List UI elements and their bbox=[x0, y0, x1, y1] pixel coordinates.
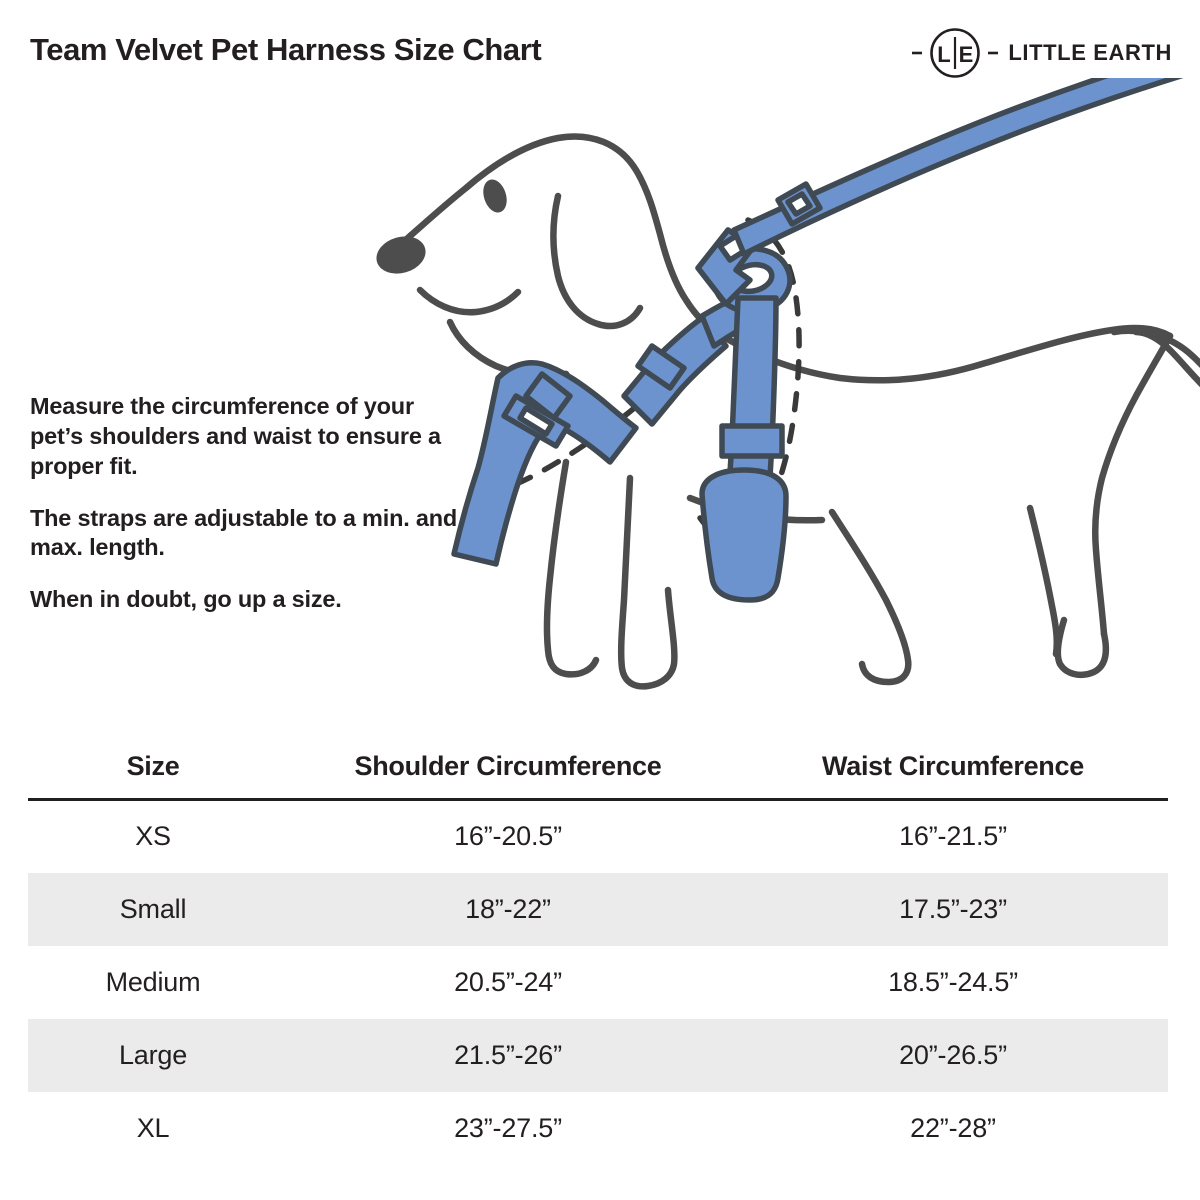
brand-logo: L E LITTLE EARTH bbox=[911, 26, 1172, 80]
cell-size: Large bbox=[118, 1039, 188, 1070]
harness-belly-pad bbox=[699, 467, 789, 603]
little-earth-monogram-icon: L E bbox=[912, 28, 999, 78]
instructions-block: Measure the circumference of your pet’s … bbox=[30, 392, 460, 615]
dog-muzzle-line bbox=[416, 286, 522, 316]
harness-waist-adjuster bbox=[719, 423, 785, 459]
instruction-line-3: When in doubt, go up a size. bbox=[30, 586, 342, 613]
harness-chest-buckle-slot bbox=[517, 405, 555, 437]
dog-tail-outline bbox=[1110, 327, 1200, 388]
cell-waist: 17.5”-23” bbox=[899, 893, 1007, 924]
leash-keeper-slot bbox=[785, 191, 813, 217]
dog-hind-leg-near bbox=[1054, 616, 1110, 678]
table-row: XS 16”-20.5” 16”-21.5” bbox=[28, 800, 1168, 873]
dog-hind-leg-back-line bbox=[1026, 504, 1061, 658]
brand-name: LITTLE EARTH bbox=[1008, 40, 1172, 65]
dog-nose-icon bbox=[376, 236, 426, 274]
dog-body-outline bbox=[400, 133, 1174, 384]
waist-measure-dashed-line bbox=[697, 217, 802, 539]
cell-size: Small bbox=[119, 893, 187, 924]
column-header-shoulder: Shoulder Circumference bbox=[354, 751, 662, 781]
table-row: XL 23”-27.5” 22”-28” bbox=[28, 1092, 1168, 1165]
cell-shoulder: 21.5”-26” bbox=[454, 1039, 562, 1070]
column-header-size: Size bbox=[126, 751, 180, 781]
logo-letter-e: E bbox=[959, 42, 974, 67]
dog-harness-illustration bbox=[330, 78, 1200, 708]
dog-ear-outline bbox=[550, 192, 644, 330]
column-header-waist: Waist Circumference bbox=[822, 751, 1084, 781]
cell-shoulder: 23”-27.5” bbox=[454, 1112, 562, 1143]
cell-size: Medium bbox=[105, 966, 201, 997]
cell-waist: 22”-28” bbox=[910, 1112, 996, 1143]
page-title: Team Velvet Pet Harness Size Chart bbox=[30, 32, 542, 67]
dog-hindquarters-outline bbox=[1092, 332, 1174, 638]
cell-shoulder: 18”-22” bbox=[465, 893, 551, 924]
cell-size: XL bbox=[136, 1112, 170, 1143]
table-header-row: Size Shoulder Circumference Waist Circum… bbox=[28, 745, 1168, 800]
leash-strap bbox=[731, 78, 1184, 257]
cell-waist: 20”-26.5” bbox=[899, 1039, 1007, 1070]
harness-shoulder-adjuster bbox=[635, 343, 687, 391]
dog-front-leg-near bbox=[617, 474, 678, 690]
cell-shoulder: 16”-20.5” bbox=[454, 821, 562, 852]
size-table-head: Size Shoulder Circumference Waist Circum… bbox=[28, 745, 1168, 800]
instruction-line-2: The straps are adjustable to a min. and … bbox=[30, 504, 458, 561]
cell-shoulder: 20.5”-24” bbox=[454, 966, 562, 997]
logo-letter-l: L bbox=[938, 42, 951, 67]
cell-waist: 18.5”-24.5” bbox=[888, 966, 1018, 997]
table-row: Small 18”-22” 17.5”-23” bbox=[28, 872, 1168, 946]
table-row: Large 21.5”-26” 20”-26.5” bbox=[28, 1018, 1168, 1092]
harness-chest-slider bbox=[523, 371, 573, 421]
cell-size: XS bbox=[135, 821, 171, 852]
cell-waist: 16”-21.5” bbox=[899, 821, 1007, 852]
size-table-body: XS 16”-20.5” 16”-21.5” Small 18”-22” 17.… bbox=[28, 800, 1168, 1165]
size-table: Size Shoulder Circumference Waist Circum… bbox=[28, 745, 1168, 1165]
dog-front-leg-far bbox=[543, 458, 600, 678]
instruction-line-1: Measure the circumference of your pet’s … bbox=[30, 393, 441, 479]
dog-hind-leg-far bbox=[828, 508, 912, 686]
dog-eye-icon bbox=[483, 179, 507, 213]
table-row: Medium 20.5”-24” 18.5”-24.5” bbox=[28, 946, 1168, 1019]
